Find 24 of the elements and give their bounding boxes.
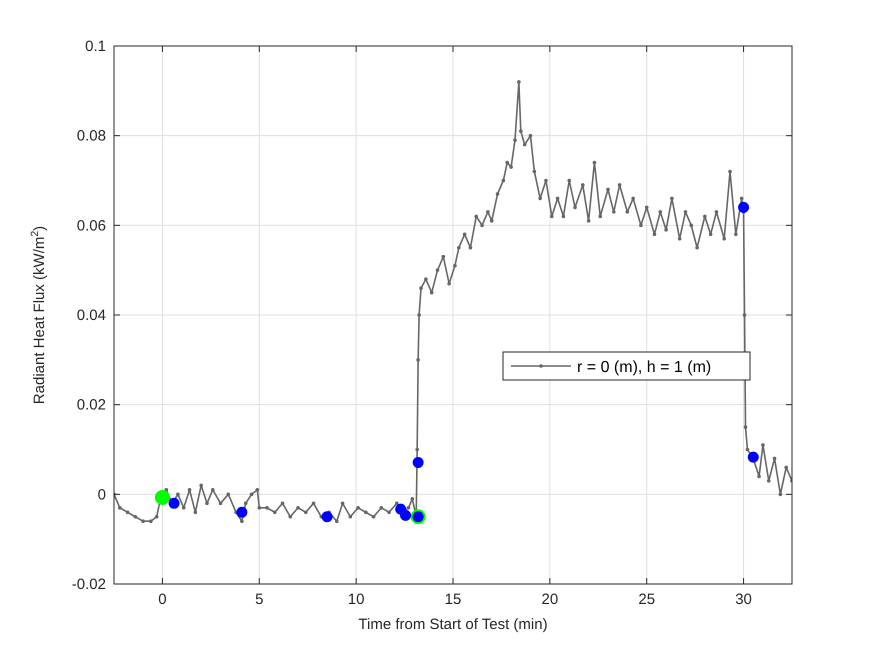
x-tick-label: 20	[542, 591, 558, 608]
y-tick-label: 0.04	[76, 307, 106, 324]
point	[154, 490, 170, 505]
y-tick-label: -0.02	[72, 576, 106, 593]
y-tick-label: 0.02	[76, 396, 106, 414]
y-tick-label: 0.06	[76, 217, 106, 234]
x-tick-label: 15	[444, 591, 462, 608]
x-tick-label: 25	[638, 591, 656, 608]
point	[748, 452, 759, 463]
point	[236, 506, 248, 518]
point	[412, 457, 424, 468]
point	[322, 511, 333, 522]
y-tick-label: 0	[98, 486, 106, 504]
x-tick-label: 10	[348, 591, 364, 608]
x-axis-title: Time from Start of Test (min)	[358, 616, 548, 633]
legend-label: r = 0 (m), h = 1 (m)	[577, 359, 712, 376]
x-tick-label: 30	[735, 591, 752, 608]
y-tick-label: 0.08	[76, 128, 106, 145]
x-tick-label: 5	[255, 591, 264, 608]
point	[738, 202, 750, 213]
point	[400, 510, 412, 521]
y-tick-label: 0.1	[85, 38, 106, 55]
x-tick-label: 0	[158, 591, 167, 608]
point	[168, 498, 180, 509]
